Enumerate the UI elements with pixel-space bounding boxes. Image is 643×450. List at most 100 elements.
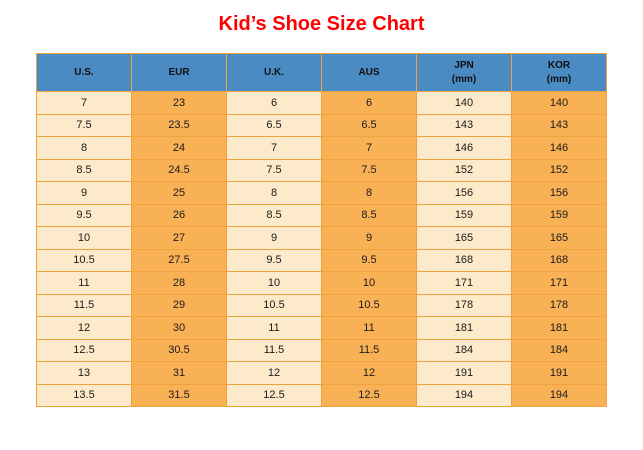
table-cell: 7.5 bbox=[36, 113, 132, 137]
table-cell: 194 bbox=[416, 383, 512, 407]
table-cell: 146 bbox=[416, 136, 512, 160]
table-row: 7 23 6 6 140 140 bbox=[36, 91, 607, 115]
column-header-us: U.S. bbox=[36, 53, 132, 92]
table-cell: 146 bbox=[511, 136, 607, 160]
table-cell: 23.5 bbox=[131, 113, 227, 137]
table-cell: 171 bbox=[416, 271, 512, 295]
table-body: 7 23 6 6 140 140 7.5 23.5 6.5 6.5 143 143 8 24 7 7 146 14… bbox=[36, 91, 607, 407]
table-cell: 12.5 bbox=[36, 338, 132, 362]
table-cell: 13 bbox=[36, 361, 132, 385]
table-cell: 165 bbox=[511, 226, 607, 250]
table-cell: 7.5 bbox=[226, 158, 322, 182]
table-cell: 143 bbox=[416, 113, 512, 137]
table-cell: 178 bbox=[511, 293, 607, 317]
table-cell: 152 bbox=[511, 158, 607, 182]
table-cell: 12.5 bbox=[321, 383, 417, 407]
table-cell: 7 bbox=[226, 136, 322, 160]
table-cell: 31.5 bbox=[131, 383, 227, 407]
table-header: U.S. EUR U.K. AUS JPN (mm) KOR (mm) bbox=[36, 53, 607, 92]
table-cell: 8.5 bbox=[36, 158, 132, 182]
table-cell: 156 bbox=[511, 181, 607, 205]
table-cell: 11 bbox=[36, 271, 132, 295]
table-row: 8.5 24.5 7.5 7.5 152 152 bbox=[36, 158, 607, 182]
table-cell: 10 bbox=[226, 271, 322, 295]
table-cell: 10.5 bbox=[36, 248, 132, 272]
column-header-label: EUR bbox=[168, 66, 190, 78]
table-cell: 7 bbox=[321, 136, 417, 160]
column-header-aus: AUS bbox=[321, 53, 417, 92]
column-header-eur: EUR bbox=[131, 53, 227, 92]
table-cell: 31 bbox=[131, 361, 227, 385]
table-cell: 10.5 bbox=[226, 293, 322, 317]
table-cell: 159 bbox=[416, 203, 512, 227]
table-row: 9 25 8 8 156 156 bbox=[36, 181, 607, 205]
column-header-label: U.K. bbox=[264, 66, 284, 78]
table-cell: 191 bbox=[511, 361, 607, 385]
table-cell: 9 bbox=[321, 226, 417, 250]
table-cell: 165 bbox=[416, 226, 512, 250]
page-title: Kid’s Shoe Size Chart bbox=[218, 13, 425, 35]
table-cell: 152 bbox=[416, 158, 512, 182]
table-cell: 181 bbox=[511, 316, 607, 340]
table-cell: 23 bbox=[131, 91, 227, 115]
column-header-sub: (mm) bbox=[451, 73, 477, 85]
table-cell: 10 bbox=[321, 271, 417, 295]
table-cell: 140 bbox=[416, 91, 512, 115]
table-row: 11.5 29 10.5 10.5 178 178 bbox=[36, 293, 607, 317]
table-cell: 140 bbox=[511, 91, 607, 115]
column-header-sub: (mm) bbox=[546, 73, 572, 85]
table-cell: 27.5 bbox=[131, 248, 227, 272]
table-cell: 25 bbox=[131, 181, 227, 205]
table-cell: 143 bbox=[511, 113, 607, 137]
table-cell: 9.5 bbox=[226, 248, 322, 272]
column-header-label: KOR bbox=[547, 60, 571, 71]
table-row: 8 24 7 7 146 146 bbox=[36, 136, 607, 160]
table-cell: 9.5 bbox=[36, 203, 132, 227]
table-row: 13 31 12 12 191 191 bbox=[36, 361, 607, 385]
table-cell: 8.5 bbox=[321, 203, 417, 227]
table-cell: 29 bbox=[131, 293, 227, 317]
table-cell: 6 bbox=[321, 91, 417, 115]
table-cell: 13.5 bbox=[36, 383, 132, 407]
table-cell: 181 bbox=[416, 316, 512, 340]
table-cell: 28 bbox=[131, 271, 227, 295]
table-cell: 11.5 bbox=[226, 338, 322, 362]
table-cell: 8 bbox=[36, 136, 132, 160]
column-header-kor: KOR (mm) bbox=[511, 53, 607, 92]
table-cell: 11.5 bbox=[321, 338, 417, 362]
table-cell: 12 bbox=[321, 361, 417, 385]
table-row: 13.5 31.5 12.5 12.5 194 194 bbox=[36, 383, 607, 407]
table-cell: 156 bbox=[416, 181, 512, 205]
table-cell: 10.5 bbox=[321, 293, 417, 317]
table-cell: 26 bbox=[131, 203, 227, 227]
table-cell: 12.5 bbox=[226, 383, 322, 407]
table-cell: 8 bbox=[226, 181, 322, 205]
shoe-size-table: U.S. EUR U.K. AUS JPN (mm) KOR (mm) bbox=[36, 53, 607, 407]
table-cell: 6.5 bbox=[226, 113, 322, 137]
table-cell: 8 bbox=[321, 181, 417, 205]
table-cell: 194 bbox=[511, 383, 607, 407]
table-cell: 171 bbox=[511, 271, 607, 295]
table-row: 9.5 26 8.5 8.5 159 159 bbox=[36, 203, 607, 227]
table-row: 11 28 10 10 171 171 bbox=[36, 271, 607, 295]
table-cell: 178 bbox=[416, 293, 512, 317]
column-header-label: AUS bbox=[358, 66, 380, 78]
column-header-label: U.S. bbox=[74, 66, 94, 78]
table-row: 10 27 9 9 165 165 bbox=[36, 226, 607, 250]
table-cell: 159 bbox=[511, 203, 607, 227]
table-cell: 12 bbox=[226, 361, 322, 385]
table-cell: 27 bbox=[131, 226, 227, 250]
table-cell: 30.5 bbox=[131, 338, 227, 362]
table-cell: 9 bbox=[36, 181, 132, 205]
table-row: 10.5 27.5 9.5 9.5 168 168 bbox=[36, 248, 607, 272]
table-cell: 6 bbox=[226, 91, 322, 115]
table-cell: 8.5 bbox=[226, 203, 322, 227]
table-row: 7.5 23.5 6.5 6.5 143 143 bbox=[36, 113, 607, 137]
table-cell: 30 bbox=[131, 316, 227, 340]
table-row: 12.5 30.5 11.5 11.5 184 184 bbox=[36, 338, 607, 362]
table-cell: 7.5 bbox=[321, 158, 417, 182]
table-cell: 6.5 bbox=[321, 113, 417, 137]
table-cell: 12 bbox=[36, 316, 132, 340]
table-cell: 168 bbox=[416, 248, 512, 272]
table-cell: 168 bbox=[511, 248, 607, 272]
